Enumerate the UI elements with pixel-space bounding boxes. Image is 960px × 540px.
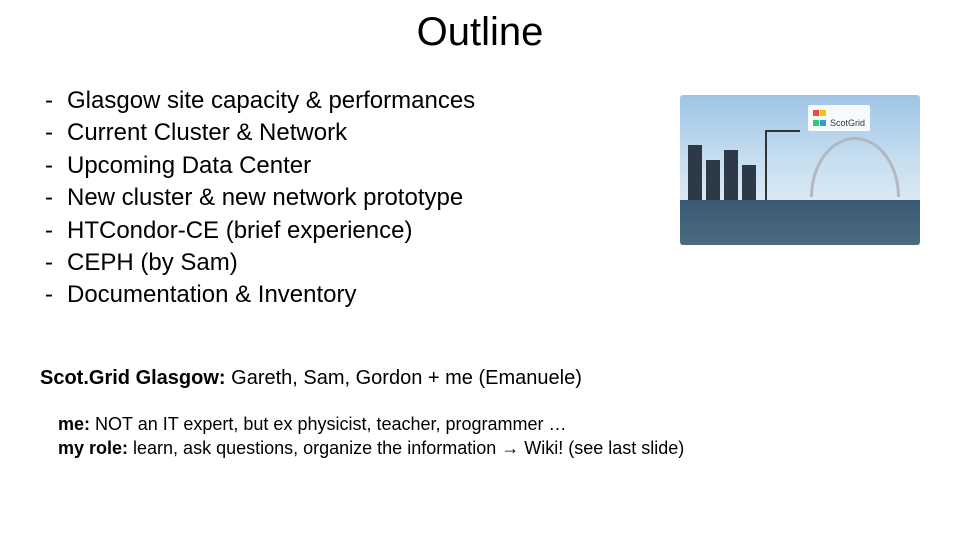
me-line: me: NOT an IT expert, but ex physicist, … [58,412,920,436]
team-names: Gareth, Sam, Gordon + me (Emanuele) [226,367,582,389]
me-label: me: [58,414,90,434]
bullet-item: -CEPH (by Sam) [45,247,680,279]
crane-icon [765,130,767,200]
logo-square-icon [820,120,826,126]
team-line: Scot.Grid Glasgow: Gareth, Sam, Gordon +… [40,367,920,390]
building-icon [724,150,738,200]
role-text: learn, ask questions, organize the infor… [128,438,684,458]
bullet-text: New cluster & new network prototype [67,184,463,211]
me-text: NOT an IT expert, but ex physicist, teac… [90,414,567,434]
logo-square-icon [820,110,826,116]
bullet-item: -Upcoming Data Center [45,150,680,182]
building-icon [742,165,756,200]
bullet-text: CEPH (by Sam) [67,249,238,276]
slide: Outline -Glasgow site capacity & perform… [0,0,960,540]
bullet-text: Glasgow site capacity & performances [67,87,475,114]
role-label: my role: [58,438,128,458]
bullet-item: -New cluster & new network prototype [45,182,680,214]
logo-text: ScotGrid [830,118,865,128]
bullet-text: Upcoming Data Center [67,152,311,179]
footer-block: me: NOT an IT expert, but ex physicist, … [40,412,920,461]
building-icon [706,160,720,200]
logo-square-icon [813,120,819,126]
bullet-list: -Glasgow site capacity & performances -C… [40,85,680,312]
logo-square-icon [813,110,819,116]
building-icon [688,145,702,200]
role-line: my role: learn, ask questions, organize … [58,436,920,460]
slide-title: Outline [40,10,920,55]
content-row: -Glasgow site capacity & performances -C… [40,85,920,312]
team-label: Scot.Grid Glasgow: [40,367,226,389]
bullet-text: Current Cluster & Network [67,119,347,146]
bullet-item: -Glasgow site capacity & performances [45,85,680,117]
footer: Scot.Grid Glasgow: Gareth, Sam, Gordon +… [40,367,920,461]
bullet-item: -HTCondor-CE (brief experience) [45,215,680,247]
glasgow-image: ScotGrid [680,95,920,245]
bullet-text: Documentation & Inventory [67,281,357,308]
bullet-item: -Current Cluster & Network [45,117,680,149]
scotgrid-logo: ScotGrid [808,105,870,131]
bullet-text: HTCondor-CE (brief experience) [67,217,412,244]
bullet-item: -Documentation & Inventory [45,279,680,311]
